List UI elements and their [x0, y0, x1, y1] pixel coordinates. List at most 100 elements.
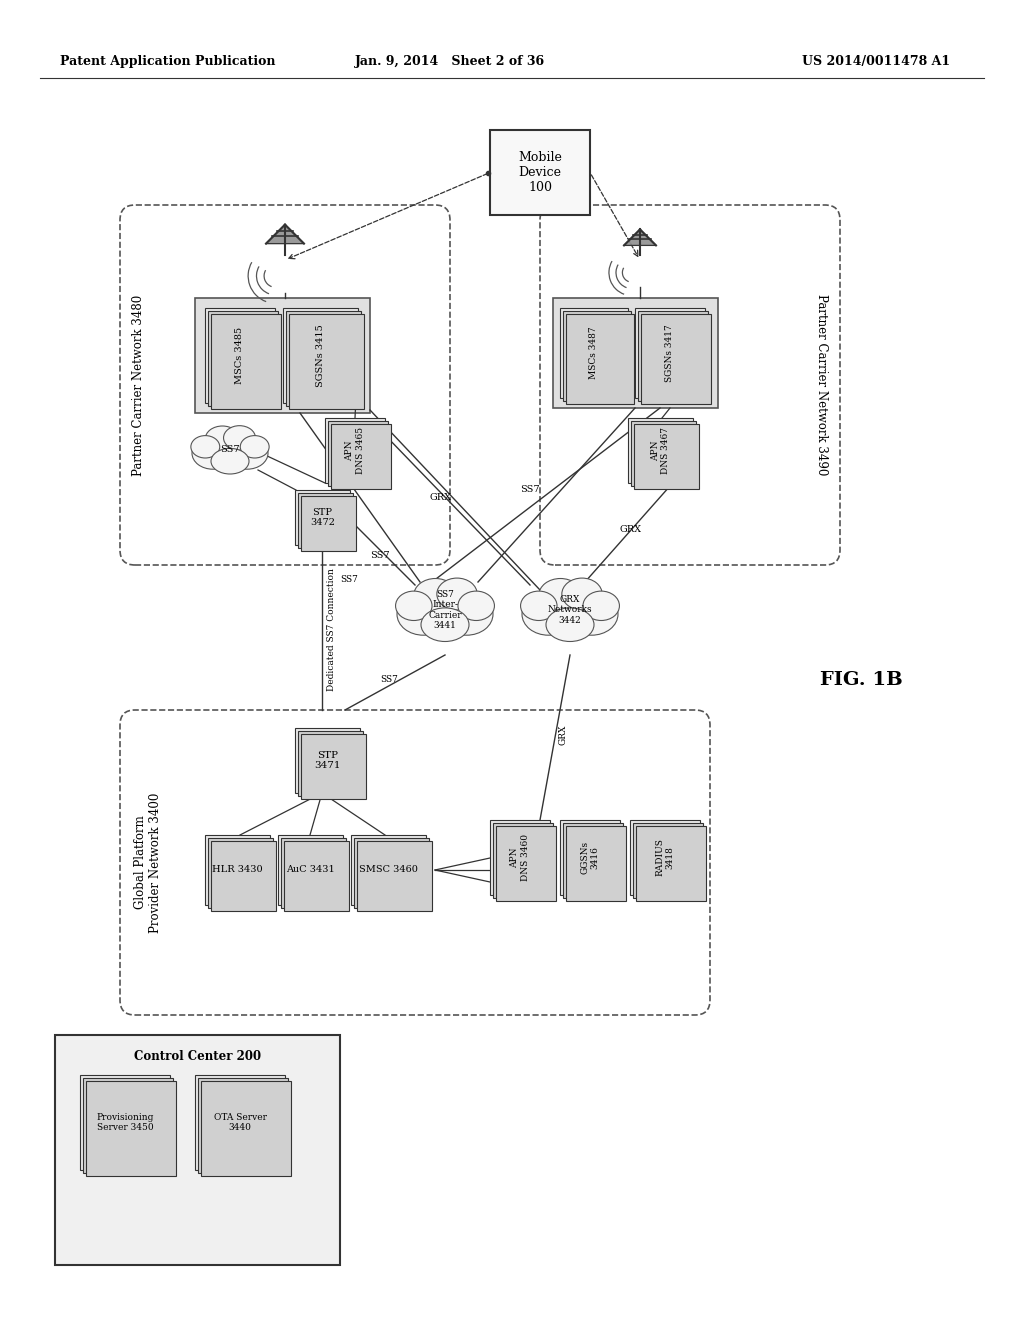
Bar — [80, 1074, 170, 1170]
Bar — [205, 308, 275, 403]
Bar — [490, 820, 550, 895]
Text: SGSNs 3417: SGSNs 3417 — [666, 325, 675, 381]
Text: SGSNs 3415: SGSNs 3415 — [316, 325, 325, 387]
Ellipse shape — [190, 436, 220, 458]
Ellipse shape — [546, 609, 594, 642]
Text: GRX: GRX — [620, 525, 642, 535]
Text: SS7: SS7 — [370, 550, 389, 560]
Bar — [289, 314, 364, 409]
Ellipse shape — [562, 578, 602, 610]
Text: APN
DNS 3467: APN DNS 3467 — [651, 426, 670, 474]
Text: RADIUS
3418: RADIUS 3418 — [655, 838, 675, 876]
Text: HLR 3430: HLR 3430 — [212, 866, 263, 874]
Ellipse shape — [223, 425, 255, 450]
Ellipse shape — [204, 429, 257, 471]
Bar — [633, 822, 703, 898]
Text: SMSC 3460: SMSC 3460 — [359, 866, 418, 874]
Text: APN
DNS 3465: APN DNS 3465 — [345, 426, 365, 474]
Bar — [295, 729, 360, 793]
Bar — [211, 841, 276, 911]
Ellipse shape — [414, 578, 457, 612]
Ellipse shape — [437, 578, 477, 610]
Ellipse shape — [520, 591, 557, 620]
Ellipse shape — [241, 436, 269, 458]
Bar — [634, 424, 699, 488]
Text: MSCs 3487: MSCs 3487 — [590, 326, 598, 379]
Bar — [636, 826, 706, 902]
Bar — [198, 1078, 288, 1173]
Bar — [284, 841, 349, 911]
Text: APN
DNS 3460: APN DNS 3460 — [510, 834, 529, 880]
Bar — [631, 421, 696, 486]
Text: SS7: SS7 — [520, 486, 540, 495]
Ellipse shape — [583, 591, 620, 620]
Bar — [563, 822, 623, 898]
Bar — [298, 731, 362, 796]
Bar — [195, 1074, 285, 1170]
Ellipse shape — [539, 578, 582, 612]
Text: Partner Carrier Network 3480: Partner Carrier Network 3480 — [131, 294, 144, 475]
Bar — [208, 312, 278, 407]
Bar — [83, 1078, 173, 1173]
Text: US 2014/0011478 A1: US 2014/0011478 A1 — [802, 55, 950, 69]
Text: OTA Server
3440: OTA Server 3440 — [213, 1113, 266, 1133]
Ellipse shape — [193, 437, 233, 469]
Text: GRX
Networks
3442: GRX Networks 3442 — [548, 595, 592, 624]
Bar — [553, 298, 718, 408]
Text: MSCs 3485: MSCs 3485 — [236, 327, 245, 384]
Bar — [295, 490, 350, 545]
Bar — [560, 308, 628, 399]
Text: AuC 3431: AuC 3431 — [286, 866, 335, 874]
Text: SS7: SS7 — [340, 576, 357, 585]
Bar — [630, 820, 700, 895]
Ellipse shape — [522, 593, 574, 635]
Text: SS7: SS7 — [220, 446, 240, 454]
Bar — [563, 312, 631, 401]
Bar — [211, 314, 281, 409]
Text: GGSNs
3416: GGSNs 3416 — [581, 841, 600, 874]
Text: FIG. 1B: FIG. 1B — [820, 671, 903, 689]
Bar — [286, 312, 361, 407]
Text: STP
3472: STP 3472 — [310, 508, 335, 527]
Bar — [328, 421, 388, 486]
Bar — [201, 1081, 291, 1176]
Text: Provisioning
Server 3450: Provisioning Server 3450 — [96, 1113, 154, 1133]
Bar — [301, 734, 366, 799]
Text: Partner Carrier Network 3490: Partner Carrier Network 3490 — [815, 294, 828, 475]
Text: Jan. 9, 2014   Sheet 2 of 36: Jan. 9, 2014 Sheet 2 of 36 — [355, 55, 545, 69]
Bar — [278, 836, 343, 906]
Bar — [208, 838, 273, 908]
Bar — [496, 826, 556, 902]
Ellipse shape — [226, 437, 268, 469]
Bar — [357, 841, 432, 911]
Bar — [560, 820, 620, 895]
Bar — [490, 129, 590, 215]
Text: SS7
Inter-
Carrier
3441: SS7 Inter- Carrier 3441 — [428, 590, 462, 630]
Text: GRX: GRX — [558, 725, 567, 746]
Text: GRX: GRX — [430, 494, 453, 503]
Bar — [331, 424, 391, 488]
Bar — [301, 496, 356, 550]
Ellipse shape — [458, 591, 495, 620]
Ellipse shape — [205, 426, 240, 451]
Text: Dedicated SS7 Connection: Dedicated SS7 Connection — [328, 569, 337, 692]
Ellipse shape — [565, 593, 618, 635]
Ellipse shape — [440, 593, 493, 635]
Bar — [493, 822, 553, 898]
Ellipse shape — [395, 591, 432, 620]
Ellipse shape — [421, 609, 469, 642]
Bar — [298, 492, 353, 548]
Bar — [641, 314, 711, 404]
Bar — [566, 314, 634, 404]
Bar — [566, 826, 626, 902]
Bar — [628, 418, 693, 483]
Ellipse shape — [537, 582, 603, 638]
Text: Global Platform
Provider Network 3400: Global Platform Provider Network 3400 — [134, 792, 162, 933]
Bar — [351, 836, 426, 906]
Bar — [283, 308, 358, 403]
Text: Mobile
Device
100: Mobile Device 100 — [518, 150, 562, 194]
Ellipse shape — [397, 593, 450, 635]
Bar — [195, 298, 370, 413]
Bar — [205, 836, 270, 906]
Text: SS7: SS7 — [380, 676, 398, 685]
